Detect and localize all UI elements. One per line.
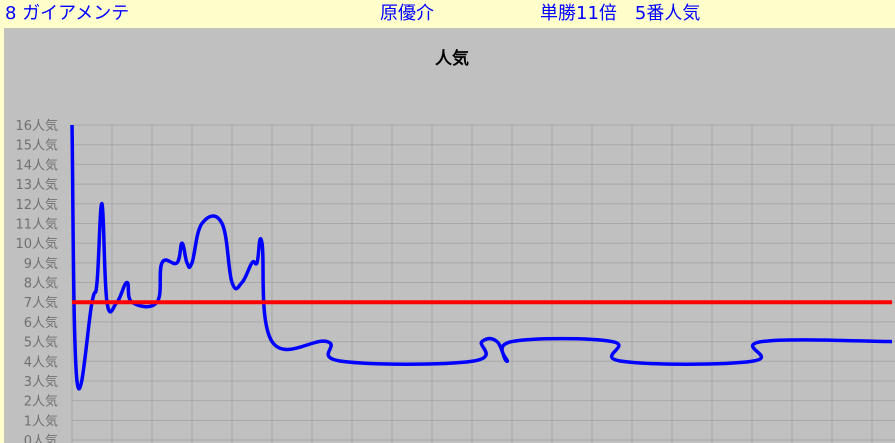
y-tick-label: 2人気 [24, 394, 58, 410]
y-tick-label: 7人気 [24, 295, 58, 311]
y-tick-label: 1人気 [24, 413, 58, 429]
y-tick-label: 16人気 [15, 118, 58, 134]
y-tick-label: 15人気 [15, 138, 58, 154]
y-tick-label: 4人気 [24, 354, 58, 370]
popularity-chart: 人気 0人気 1人気 2人気 3人気 4人気 5人気 6人気 7人気 8人気 9人気 10人気 11人気… [4, 28, 895, 443]
odds-popularity: 単勝11倍 5番人気 [540, 3, 701, 24]
header-bar: 8 ガイアメンテ 原優介 単勝11倍 5番人気 [0, 0, 895, 28]
y-tick-label: 9人気 [24, 256, 58, 272]
chart-svg: 人気 0人気 1人気 2人気 3人気 4人気 5人気 6人気 7人気 8人気 9人気 10人気 11人気… [15, 48, 895, 443]
y-tick-label: 5人気 [24, 335, 58, 351]
y-tick-label: 0人気 [24, 433, 58, 443]
chart-title: 人気 [435, 48, 469, 69]
popularity-series-line [70, 124, 893, 391]
y-tick-label: 6人気 [24, 315, 58, 331]
y-tick-label: 8人気 [24, 276, 58, 292]
y-tick-label: 12人気 [15, 197, 58, 213]
horse-name: 8 ガイアメンテ [5, 3, 130, 24]
y-tick-label: 10人気 [15, 236, 58, 252]
y-tick-label: 13人気 [15, 177, 58, 193]
jockey-name: 原優介 [380, 3, 434, 24]
y-tick-label: 3人気 [24, 374, 58, 390]
y-tick-label: 14人気 [15, 157, 58, 173]
y-tick-label: 11人気 [15, 216, 58, 232]
